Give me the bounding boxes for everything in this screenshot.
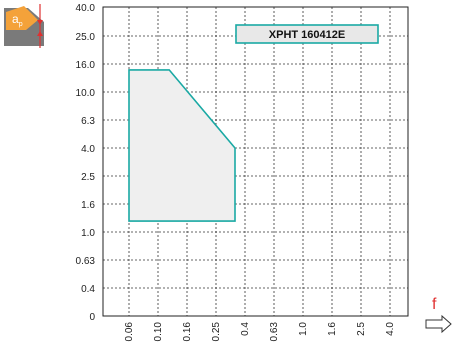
y-tick-label: 6.3 xyxy=(81,116,95,127)
x-tick-label: 0.4 xyxy=(240,322,251,336)
x-tick-label: 2.5 xyxy=(356,322,367,336)
y-tick-label: 2.5 xyxy=(81,172,95,183)
x-tick-label: 0.10 xyxy=(153,322,164,342)
insert-badge: XPHT 160412E xyxy=(235,24,379,44)
y-tick-label: 10.0 xyxy=(76,88,96,99)
x-tick-label: 1.6 xyxy=(327,322,338,336)
x-axis-ticks: 0.06 0.10 0.16 0.25 0.4 0.63 1.0 1.6 2.5 4.0 xyxy=(124,322,396,342)
insert-badge-label: XPHT 160412E xyxy=(269,29,345,41)
y-tick-label: 4.0 xyxy=(81,144,95,155)
x-tick-label: 0.25 xyxy=(211,322,222,342)
application-range-area xyxy=(128,69,236,222)
y-axis-ticks: 40.0 25.0 16.0 10.0 6.3 4.0 2.5 1.6 1.0 0.63 0.4 0 xyxy=(76,3,96,323)
cutting-range-region xyxy=(128,69,236,222)
y-tick-label: 16.0 xyxy=(76,60,96,71)
y-tick-label: 0.63 xyxy=(76,256,96,267)
x-tick-label: 1.0 xyxy=(298,322,309,336)
y-tick-label: 1.0 xyxy=(81,228,95,239)
plot-frame xyxy=(102,6,409,317)
y-tick-label: 0.4 xyxy=(81,284,95,295)
feed-axis-indicator: f xyxy=(425,296,452,334)
ap-symbol: ap xyxy=(12,12,23,28)
depth-of-cut-icon: ap xyxy=(4,4,44,48)
y-tick-label: 1.6 xyxy=(81,200,95,211)
x-axis-label: f xyxy=(432,296,437,313)
y-tick-label: 25.0 xyxy=(76,32,96,43)
x-tick-label: 4.0 xyxy=(385,322,396,336)
y-tick-label: 40.0 xyxy=(76,3,96,14)
x-tick-label: 0.06 xyxy=(124,322,135,342)
x-tick-label: 0.63 xyxy=(269,322,280,342)
right-arrow-icon xyxy=(425,314,452,334)
x-tick-label: 0.16 xyxy=(182,322,193,342)
grid xyxy=(103,7,408,316)
y-tick-label: 0 xyxy=(89,312,95,323)
